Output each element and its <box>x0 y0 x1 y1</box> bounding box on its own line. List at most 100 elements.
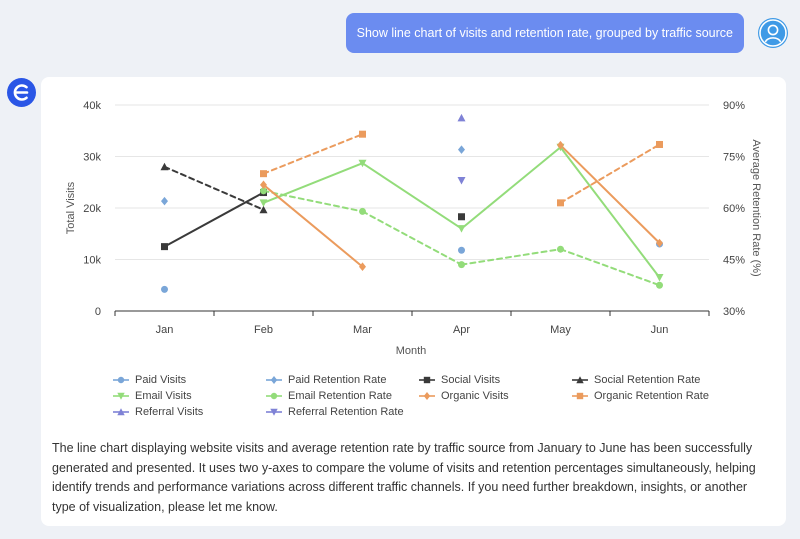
legend-swatch <box>113 376 129 384</box>
x-axis-title: Month <box>396 345 427 357</box>
organic-retention-rate-point[interactable] <box>359 130 366 138</box>
legend-swatch <box>266 408 282 416</box>
x-axis: Jan Feb Mar Apr May Jun <box>114 311 710 336</box>
legend-swatch-marker <box>270 392 278 400</box>
email-visits-line <box>361 162 463 230</box>
user-icon[interactable] <box>758 18 788 48</box>
legend-label: Organic Visits <box>441 390 509 402</box>
legend-swatch-marker <box>270 408 278 416</box>
email-retention-rate-point[interactable] <box>656 281 663 289</box>
organic-retention-rate-point[interactable] <box>656 140 663 148</box>
organic-visits-point[interactable] <box>359 262 366 272</box>
legend-label: Paid Retention Rate <box>288 374 387 386</box>
paid-retention-rate-point[interactable] <box>458 145 465 154</box>
series-markers <box>160 113 664 293</box>
email-retention-rate-line <box>559 248 661 287</box>
social-retention-rate-point[interactable] <box>160 162 169 171</box>
x-tick-label: Feb <box>254 324 273 336</box>
y2-tick-label: 75% <box>723 152 745 164</box>
y-tick-label: 20k <box>83 203 101 215</box>
email-retention-rate-point[interactable] <box>458 261 465 269</box>
y-tick-label: 0 <box>95 306 101 318</box>
referral-visits-point[interactable] <box>457 113 466 122</box>
paid-retention-rate-point[interactable] <box>161 196 168 206</box>
legend-label: Organic Retention Rate <box>594 390 709 402</box>
y-tick-label: 30k <box>83 152 101 164</box>
y2-tick-label: 30% <box>723 306 745 318</box>
y-tick-label: 10k <box>83 255 101 267</box>
organic-retention-rate-line <box>559 143 661 204</box>
legend-label: Paid Visits <box>135 374 187 386</box>
legend-swatch-marker <box>270 376 278 384</box>
legend-label: Referral Visits <box>135 406 204 418</box>
paid-visits-point[interactable] <box>161 285 168 293</box>
legend-swatch <box>572 376 588 384</box>
x-tick-label: Mar <box>353 324 372 336</box>
email-retention-rate-point[interactable] <box>359 207 366 215</box>
email-visits-point[interactable] <box>358 159 367 168</box>
series-lines <box>163 133 661 287</box>
legend-item-social-retention-rate[interactable]: Social Retention Rate <box>572 373 742 387</box>
y-axis-title: Total Visits <box>65 181 77 234</box>
organic-visits-line <box>559 144 661 245</box>
email-visits-point[interactable] <box>259 199 268 207</box>
x-tick-label: Jun <box>651 324 669 336</box>
social-visits-point[interactable] <box>458 213 465 221</box>
legend-item-paid-retention-rate[interactable]: Paid Retention Rate <box>266 373 419 387</box>
email-retention-rate-line <box>262 189 364 213</box>
x-tick-label: May <box>550 324 571 336</box>
assistant-summary: The line chart displaying website visits… <box>52 441 756 514</box>
paid-visits-point[interactable] <box>458 246 465 254</box>
y2-tick-label: 60% <box>723 203 745 215</box>
legend-item-referral-visits[interactable]: Referral Visits <box>113 405 266 419</box>
assistant-response-card: 0 10k 20k 30k 40k 30% 45% 60% 75% 90% Jan Feb Mar A… <box>41 77 786 526</box>
legend-swatch-marker <box>423 376 431 384</box>
organic-visits-point[interactable] <box>656 238 663 248</box>
legend-label: Social Visits <box>441 374 501 386</box>
organic-retention-rate-point[interactable] <box>260 170 267 178</box>
chart-legend: Paid Visits Paid Retention Rate Social Vis… <box>113 373 753 419</box>
legend-swatch-marker <box>117 392 125 400</box>
legend-item-email-visits[interactable]: Email Visits <box>113 389 266 403</box>
assistant-logo-icon <box>7 78 36 107</box>
line-chart: 0 10k 20k 30k 40k 30% 45% 60% 75% 90% Jan Feb Mar A… <box>65 100 762 357</box>
email-visits-line <box>262 162 364 204</box>
legend-label: Social Retention Rate <box>594 374 701 386</box>
referral-retention-rate-point[interactable] <box>457 177 466 185</box>
legend-label: Email Visits <box>135 390 192 402</box>
legend-swatch <box>419 376 435 384</box>
legend-item-referral-retention-rate[interactable]: Referral Retention Rate <box>266 405 419 419</box>
email-visits-line <box>559 146 661 279</box>
email-visits-point[interactable] <box>655 274 664 282</box>
email-retention-rate-point[interactable] <box>260 187 267 195</box>
legend-swatch <box>266 376 282 384</box>
grid-lines <box>115 104 709 312</box>
legend-label: Email Retention Rate <box>288 390 392 402</box>
legend-swatch-marker <box>117 376 125 384</box>
organic-visits-line <box>262 183 364 268</box>
y-tick-label: 40k <box>83 100 101 112</box>
legend-swatch-marker <box>117 408 125 416</box>
email-visits-point[interactable] <box>457 225 466 233</box>
legend-swatch-marker <box>576 392 584 400</box>
email-visits-line <box>460 146 562 230</box>
x-tick-label: Apr <box>453 324 470 336</box>
x-tick-label: Jan <box>156 324 174 336</box>
organic-retention-rate-line <box>262 133 364 175</box>
social-visits-point[interactable] <box>161 243 168 251</box>
email-retention-rate-point[interactable] <box>557 245 564 253</box>
social-retention-rate-point[interactable] <box>259 205 268 214</box>
legend-item-email-retention-rate[interactable]: Email Retention Rate <box>266 389 419 403</box>
email-retention-rate-line <box>361 210 463 266</box>
email-retention-rate-line <box>460 248 562 266</box>
legend-item-organic-visits[interactable]: Organic Visits <box>419 389 572 403</box>
legend-swatch <box>419 392 435 400</box>
y2-tick-label: 90% <box>723 100 745 112</box>
legend-swatch <box>113 408 129 416</box>
legend-item-paid-visits[interactable]: Paid Visits <box>113 373 266 387</box>
legend-item-organic-retention-rate[interactable]: Organic Retention Rate <box>572 389 742 403</box>
y2-axis-title: Average Retention Rate (%) <box>750 139 762 276</box>
legend-swatch <box>572 392 588 400</box>
legend-item-social-visits[interactable]: Social Visits <box>419 373 572 387</box>
organic-retention-rate-point[interactable] <box>557 199 564 207</box>
